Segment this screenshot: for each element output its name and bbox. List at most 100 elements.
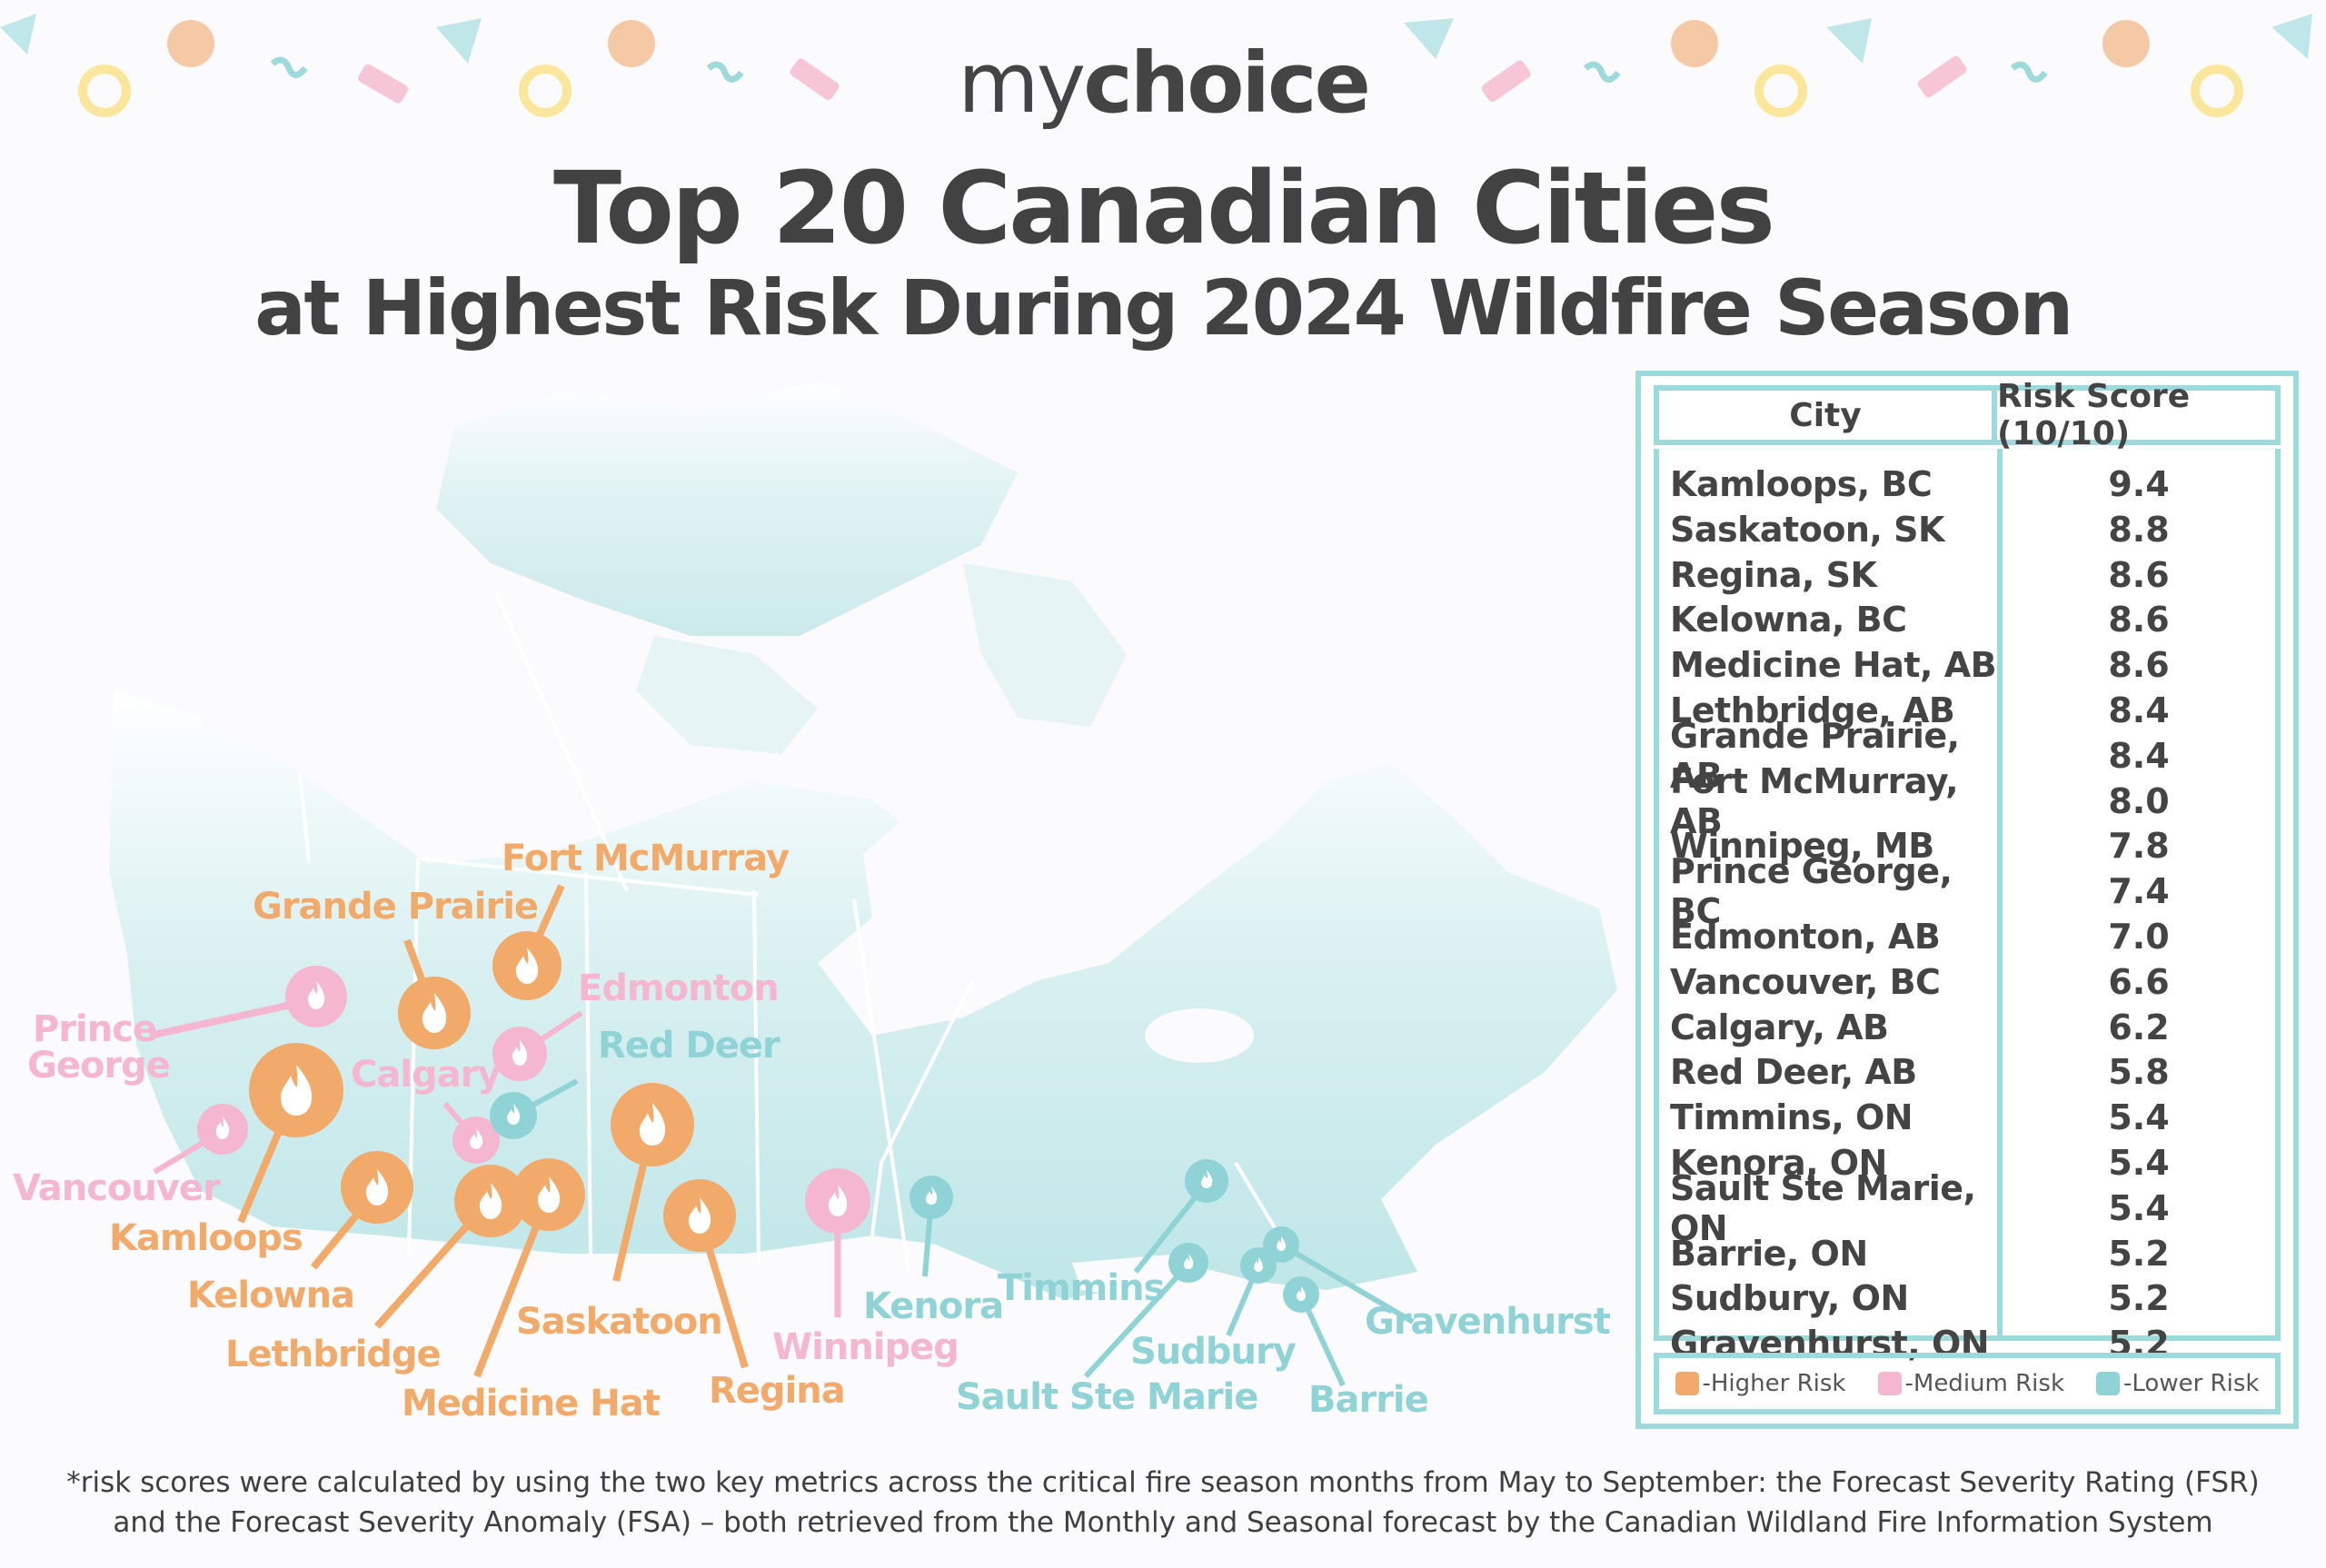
header-score: Risk Score (10/10) (1997, 378, 2281, 452)
row-score: 8.4 (2108, 690, 2170, 730)
row-score: 5.4 (2108, 1097, 2170, 1138)
table-row: Kelowna, BC 8.6 (1659, 597, 2275, 642)
row-city: Kelowna, BC (1670, 600, 1907, 640)
pin-winnipeg (805, 1168, 870, 1317)
footnote-line-2: and the Forecast Severity Anomaly (FSA) … (113, 1506, 2213, 1539)
row-city: Calgary, AB (1670, 1007, 1889, 1047)
row-city: Sudbury, ON (1670, 1278, 1909, 1319)
table-row: Kamloops, BC 9.4 (1659, 461, 2275, 507)
legend-label-lower: -Lower Risk (2123, 1370, 2260, 1397)
brand-my: my (958, 35, 1086, 132)
label-winnipeg: Winnipeg (772, 1326, 959, 1368)
pin-kamloops (237, 1043, 343, 1224)
row-score: 7.8 (2108, 826, 2170, 867)
label-gravenhurst: Gravenhurst (1365, 1301, 1611, 1343)
label-george: George (27, 1045, 171, 1087)
legend-label-higher: -Higher Risk (1702, 1370, 1846, 1397)
row-score: 5.4 (2108, 1143, 2170, 1183)
pin-saskatoon (611, 1083, 694, 1282)
pin-kelowna (310, 1151, 413, 1270)
risk-table: City Risk Score (10/10) Kamloops, BC 9.4 S… (1635, 371, 2299, 1429)
row-city: Timmins, ON (1670, 1097, 1913, 1138)
legend-medium: -Medium Risk (1877, 1370, 2065, 1397)
label-regina: Regina (709, 1370, 846, 1412)
row-score: 8.4 (2108, 735, 2170, 776)
legend: -Higher Risk -Medium Risk -Lower Risk (1654, 1353, 2281, 1414)
brand-logo: mychoice (0, 35, 2326, 132)
page-title: Top 20 Canadian Cities (553, 150, 1775, 266)
label-grande-prairie: Grande Prairie (253, 886, 539, 928)
label-sudbury: Sudbury (1130, 1331, 1297, 1373)
row-city: Sault Ste Marie, ON (1670, 1167, 1976, 1248)
table-row: Saskatoon, SK 8.8 (1659, 507, 2275, 552)
row-city: Lethbridge, AB (1670, 690, 1955, 730)
legend-swatch-lower (2096, 1372, 2121, 1395)
table-row: Barrie, ON 5.2 (1659, 1231, 2275, 1276)
table-row: Medicine Hat, AB 8.6 (1659, 642, 2275, 688)
label-barrie: Barrie (1308, 1379, 1429, 1421)
row-score: 8.8 (2108, 509, 2170, 550)
row-city: Regina, SK (1670, 554, 1877, 595)
table-row: Kenora, ON 5.4 (1659, 1140, 2275, 1186)
table-body: Kamloops, BC 9.4 Saskatoon, SK 8.8 Regina, S… (1654, 449, 2281, 1364)
row-score: 7.4 (2108, 871, 2170, 912)
brand-choice: choice (1083, 35, 1371, 132)
legend-higher: -Higher Risk (1675, 1370, 1846, 1397)
header-city: City (1654, 385, 1997, 445)
label-saskatoon: Saskatoon (516, 1301, 723, 1343)
label-edmonton: Edmonton (578, 968, 780, 1009)
pin-red-deer (490, 1078, 579, 1139)
label-fort-mcmurray: Fort McMurray (502, 838, 790, 879)
row-score: 7.0 (2108, 917, 2170, 957)
confetti-decoration (0, 14, 2312, 117)
label-lethbridge: Lethbridge (225, 1334, 442, 1375)
label-red-deer: Red Deer (598, 1025, 780, 1067)
legend-label-medium: -Medium Risk (1904, 1370, 2065, 1397)
pin-sudbury (1226, 1247, 1277, 1337)
legend-swatch-higher (1675, 1372, 1699, 1395)
table-header: City Risk Score (10/10) (1654, 378, 2281, 452)
row-city: Prince George, BC (1670, 851, 1953, 932)
table-row: Calgary, AB 6.2 (1659, 1005, 2275, 1050)
table-row: Timmins, ON 5.4 (1659, 1095, 2275, 1140)
pin-edmonton (492, 1010, 583, 1081)
row-score: 5.8 (2108, 1052, 2170, 1093)
table-row: Fort McMurray, AB 8.0 (1659, 761, 2275, 841)
page-subtitle: at Highest Risk During 2024 Wildfire Sea… (254, 263, 2073, 352)
footnote-line-1: *risk scores were calculated by using th… (66, 1466, 2260, 1499)
row-city: Winnipeg, MB (1670, 826, 1934, 867)
row-city: Red Deer, AB (1670, 1052, 1917, 1093)
label-kamloops: Kamloops (109, 1217, 303, 1259)
row-score: 9.4 (2108, 464, 2170, 504)
label-sault-ste-marie: Sault Ste Marie (956, 1376, 1258, 1418)
pin-vancouver (153, 1104, 248, 1175)
table-row: Edmonton, AB 7.0 (1659, 914, 2275, 959)
row-city: Grande Prairie, AB (1670, 715, 1960, 796)
row-city: Edmonton, AB (1670, 917, 1941, 957)
row-city: Kamloops, BC (1670, 464, 1933, 504)
legend-lower: -Lower Risk (2096, 1370, 2259, 1397)
legend-swatch-medium (1877, 1372, 1902, 1395)
row-city: Vancouver, BC (1670, 961, 1941, 1002)
row-city: Saskatoon, SK (1670, 509, 1944, 550)
label-prince: Prince (33, 1008, 157, 1050)
row-score: 8.0 (2108, 780, 2170, 821)
table-row: Lethbridge, AB 8.4 (1659, 688, 2275, 733)
row-score: 8.6 (2108, 554, 2170, 595)
table-row: Sudbury, ON 5.2 (1659, 1275, 2275, 1321)
table-row: Red Deer, AB 5.8 (1659, 1049, 2275, 1095)
row-score: 8.6 (2108, 600, 2170, 640)
hudson-bay (863, 790, 1090, 981)
row-score: 6.2 (2108, 1007, 2170, 1047)
table-row: Winnipeg, MB 7.8 (1659, 823, 2275, 868)
pin-kenora (910, 1176, 953, 1277)
arctic-islands (436, 382, 1018, 636)
row-score: 8.6 (2108, 645, 2170, 686)
table-row: Sault Ste Marie, ON 5.4 (1659, 1168, 2275, 1248)
label-kelowna: Kelowna (187, 1275, 355, 1316)
row-city: Medicine Hat, AB (1670, 645, 1997, 686)
label-kenora: Kenora (863, 1285, 1004, 1327)
row-city: Kenora, ON (1670, 1143, 1887, 1183)
label-timmins: Timmins (998, 1267, 1165, 1309)
